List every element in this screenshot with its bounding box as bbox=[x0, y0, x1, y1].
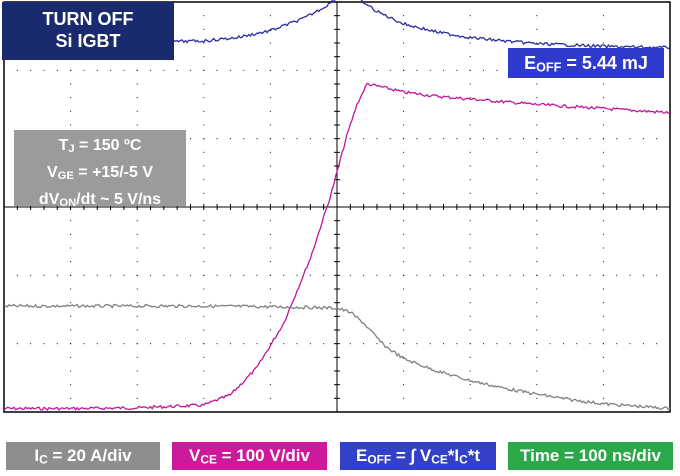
title-line-1: TURN OFF bbox=[42, 9, 134, 29]
legend-time: Time = 100 ns/div bbox=[508, 442, 673, 470]
energy-symbol: E bbox=[524, 53, 537, 73]
junction-temp-line: TJ = 150 ºC bbox=[14, 134, 186, 161]
legend-eoff-formula-1: = ∫ V bbox=[391, 446, 432, 465]
legend-ic: IC = 20 A/div bbox=[6, 442, 160, 470]
legend-eoff: EOFF = ∫ VCE*IC*t bbox=[340, 442, 496, 470]
legend-vce-scale: = 100 V/div bbox=[216, 446, 310, 465]
legend-eoff-formula-2: *I bbox=[447, 446, 460, 465]
legend-time-scale: Time = 100 ns/div bbox=[520, 446, 661, 465]
test-conditions-box: TJ = 150 ºC VGE = +15/-5 V dVON/dt ~ 5 V… bbox=[14, 130, 186, 210]
energy-value: = 5.44 mJ bbox=[561, 53, 648, 73]
gate-voltage-line: VGE = +15/-5 V bbox=[14, 161, 186, 188]
legend-vce-symbol: V bbox=[189, 446, 201, 465]
dvdt-subscript: ON bbox=[59, 197, 77, 210]
legend-vce: VCE = 100 V/div bbox=[172, 442, 327, 470]
legend-eoff-subscript-3: C bbox=[459, 452, 468, 467]
vge-subscript: GE bbox=[57, 170, 74, 183]
title-line-2: Si IGBT bbox=[55, 31, 121, 51]
grid bbox=[3, 1, 671, 413]
trace-vce bbox=[3, 82, 671, 412]
legend-ic-scale: = 20 A/div bbox=[47, 446, 132, 465]
legend-ic-subscript: C bbox=[39, 452, 48, 467]
legend-eoff-symbol: E bbox=[356, 446, 368, 465]
legend-eoff-subscript: OFF bbox=[367, 452, 392, 467]
legend-eoff-formula-3: *t bbox=[467, 446, 480, 465]
energy-subscript: OFF bbox=[536, 60, 562, 75]
tj-value: = 150 ºC bbox=[74, 137, 142, 154]
tj-subscript: J bbox=[68, 143, 75, 156]
energy-result-box: EOFF = 5.44 mJ bbox=[508, 48, 664, 78]
vge-symbol: V bbox=[46, 164, 58, 182]
dvdt-symbol: dV bbox=[38, 191, 60, 209]
legend-ic-symbol: I bbox=[34, 446, 40, 465]
dvdt-line: dVON/dt ~ 5 V/ns bbox=[14, 188, 186, 215]
tj-symbol: T bbox=[58, 137, 69, 154]
dvdt-value: /dt ~ 5 V/ns bbox=[76, 191, 162, 209]
vge-value: = +15/-5 V bbox=[73, 164, 153, 182]
trace-ic bbox=[3, 303, 671, 411]
title-box: TURN OFF Si IGBT bbox=[2, 2, 174, 60]
legend-vce-subscript: CE bbox=[200, 452, 217, 467]
legend-eoff-subscript-2: CE bbox=[431, 452, 448, 467]
